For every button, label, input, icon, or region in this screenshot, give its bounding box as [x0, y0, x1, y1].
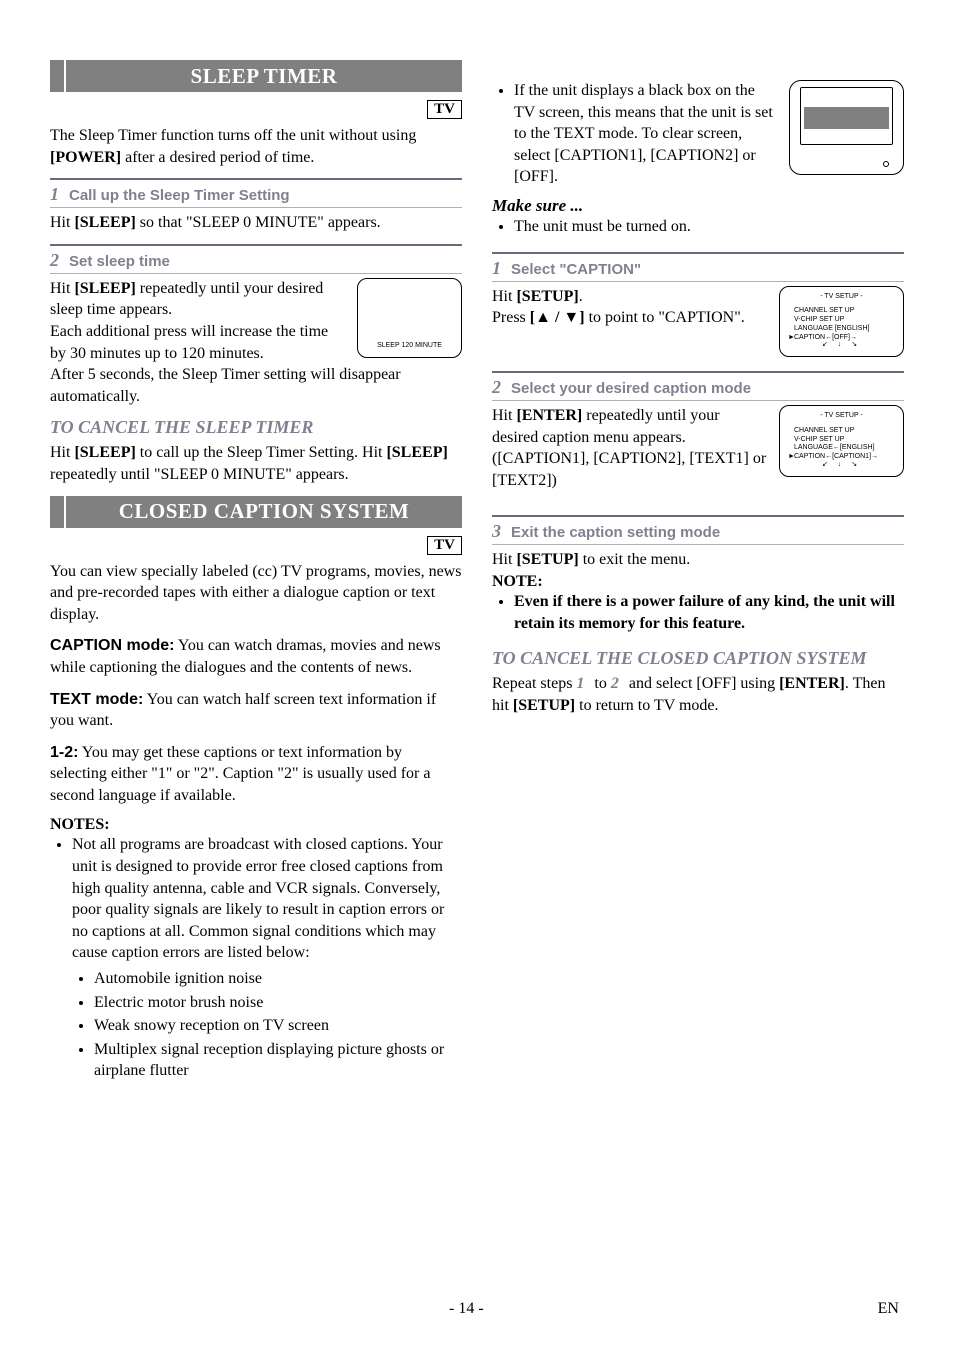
note-label: NOTE: — [492, 573, 904, 591]
cc-step2: 2 Select your desired caption mode — [492, 371, 904, 401]
make-sure-label: Make sure ... — [492, 196, 904, 216]
list-item: Electric motor brush noise — [94, 992, 462, 1014]
sleep-step2-body-c: After 5 seconds, the Sleep Timer setting… — [50, 364, 462, 407]
osd-line: V-CHIP SET UP — [794, 436, 844, 443]
sub-notes-list: Automobile ignition noise Electric motor… — [50, 968, 462, 1082]
osd-line: CHANNEL SET UP — [794, 307, 854, 314]
osd-panel-1: - TV SETUP - CHANNEL SET UP V-CHIP SET U… — [779, 286, 904, 358]
page-number: - 14 - — [449, 1300, 484, 1318]
text-mode: TEXT mode: You can watch half screen tex… — [50, 689, 462, 732]
cc-step1-body-a: Hit [SETUP]. — [492, 286, 769, 308]
osd-panel-2: - TV SETUP - CHANNEL SET UP V-CHIP SET U… — [779, 405, 904, 477]
sleep-step2-body-b: Each additional press will increase the … — [50, 321, 347, 364]
text-mode-label: TEXT mode: — [50, 691, 143, 708]
cc-cancel-heading: TO CANCEL THE CLOSED CAPTION SYSTEM — [492, 648, 904, 669]
page-lang: EN — [878, 1300, 899, 1318]
osd-line: CAPTION←[OFF]→ — [794, 334, 857, 341]
cc-step2-body: Hit [ENTER] repeatedly until your desire… — [492, 405, 769, 491]
tv-illustration — [789, 80, 904, 175]
sleep-title-bar: SLEEP TIMER — [50, 60, 462, 92]
sleep-intro: The Sleep Timer function turns off the u… — [50, 125, 462, 168]
left-column: SLEEP TIMER TV The Sleep Timer function … — [50, 60, 462, 1084]
list-item: The unit must be turned on. — [514, 216, 904, 238]
list-item: Multiplex signal reception displaying pi… — [94, 1039, 462, 1082]
step-number: 2 — [492, 377, 501, 397]
step-number: 1 — [492, 258, 501, 278]
cc-intro: You can view specially labeled (cc) TV p… — [50, 561, 462, 626]
osd-line: CAPTION←[CAPTION1]→ — [794, 453, 878, 460]
osd-line: V-CHIP SET UP — [794, 316, 844, 323]
sleep-cancel-body: Hit [SLEEP] to call up the Sleep Timer S… — [50, 442, 462, 485]
step-number: 3 — [492, 521, 501, 541]
sleep-step2: 2 Set sleep time — [50, 244, 462, 274]
sleep-cancel-heading: TO CANCEL THE SLEEP TIMER — [50, 417, 462, 438]
caption-mode-label: CAPTION mode: — [50, 637, 174, 654]
list-item: Even if there is a power failure of any … — [514, 591, 904, 634]
step-label: Set sleep time — [69, 253, 170, 270]
cc-step3: 3 Exit the caption setting mode — [492, 515, 904, 545]
list-item: Not all programs are broadcast with clos… — [72, 834, 462, 964]
one-two-body: You may get these captions or text infor… — [50, 744, 430, 804]
sleep-step2-body-a: Hit [SLEEP] repeatedly until your desire… — [50, 278, 347, 321]
cc-cancel-body: Repeat steps 1 to 2 and select [OFF] usi… — [492, 673, 904, 716]
note-list: Even if there is a power failure of any … — [492, 591, 904, 634]
sleep-step1: 1 Call up the Sleep Timer Setting — [50, 178, 462, 208]
title-accent — [50, 60, 64, 92]
step-label: Exit the caption setting mode — [511, 524, 720, 541]
list-item: Weak snowy reception on TV screen — [94, 1015, 462, 1037]
step-number: 1 — [50, 184, 59, 204]
step-number: 2 — [50, 250, 59, 270]
cc-step1: 1 Select "CAPTION" — [492, 252, 904, 282]
note2-list: If the unit displays a black box on the … — [492, 80, 779, 190]
sleep-osd-text: SLEEP 120 MINUTE — [358, 342, 461, 349]
step-label: Select your desired caption mode — [511, 380, 751, 397]
step-label: Call up the Sleep Timer Setting — [69, 187, 290, 204]
list-item: Automobile ignition noise — [94, 968, 462, 990]
page-footer: - 14 - EN — [0, 1300, 954, 1318]
osd-line: LANGUAGE←[ENGLISH] — [794, 444, 875, 451]
one-two: 1-2: You may get these captions or text … — [50, 742, 462, 807]
osd-title: - TV SETUP - — [788, 412, 895, 421]
one-two-label: 1-2: — [50, 744, 78, 761]
make-sure-list: The unit must be turned on. — [492, 216, 904, 238]
list-item: If the unit displays a black box on the … — [514, 80, 779, 188]
osd-line: CHANNEL SET UP — [794, 427, 854, 434]
cc-step1-body-b: Press [▲ / ▼] to point to "CAPTION". — [492, 307, 769, 329]
notes-label: NOTES: — [50, 816, 462, 834]
cc-title: CLOSED CAPTION SYSTEM — [66, 496, 462, 528]
sleep-title: SLEEP TIMER — [66, 60, 462, 92]
osd-line: LANGUAGE [ENGLISH] — [794, 325, 869, 332]
cc-title-bar: CLOSED CAPTION SYSTEM — [50, 496, 462, 528]
osd-title: - TV SETUP - — [788, 293, 895, 302]
caption-mode: CAPTION mode: You can watch dramas, movi… — [50, 635, 462, 678]
tv-badge: TV — [427, 536, 462, 555]
step-label: Select "CAPTION" — [511, 261, 641, 278]
tv-badge: TV — [427, 100, 462, 119]
sleep-step1-body: Hit [SLEEP] so that "SLEEP 0 MINUTE" app… — [50, 212, 462, 234]
right-column: If the unit displays a black box on the … — [492, 60, 904, 1084]
title-accent — [50, 496, 64, 528]
note-body: Even if there is a power failure of any … — [514, 593, 895, 632]
notes-list: Not all programs are broadcast with clos… — [50, 834, 462, 964]
sleep-osd: SLEEP 120 MINUTE — [357, 278, 462, 358]
cc-step3-body: Hit [SETUP] to exit the menu. — [492, 549, 904, 571]
